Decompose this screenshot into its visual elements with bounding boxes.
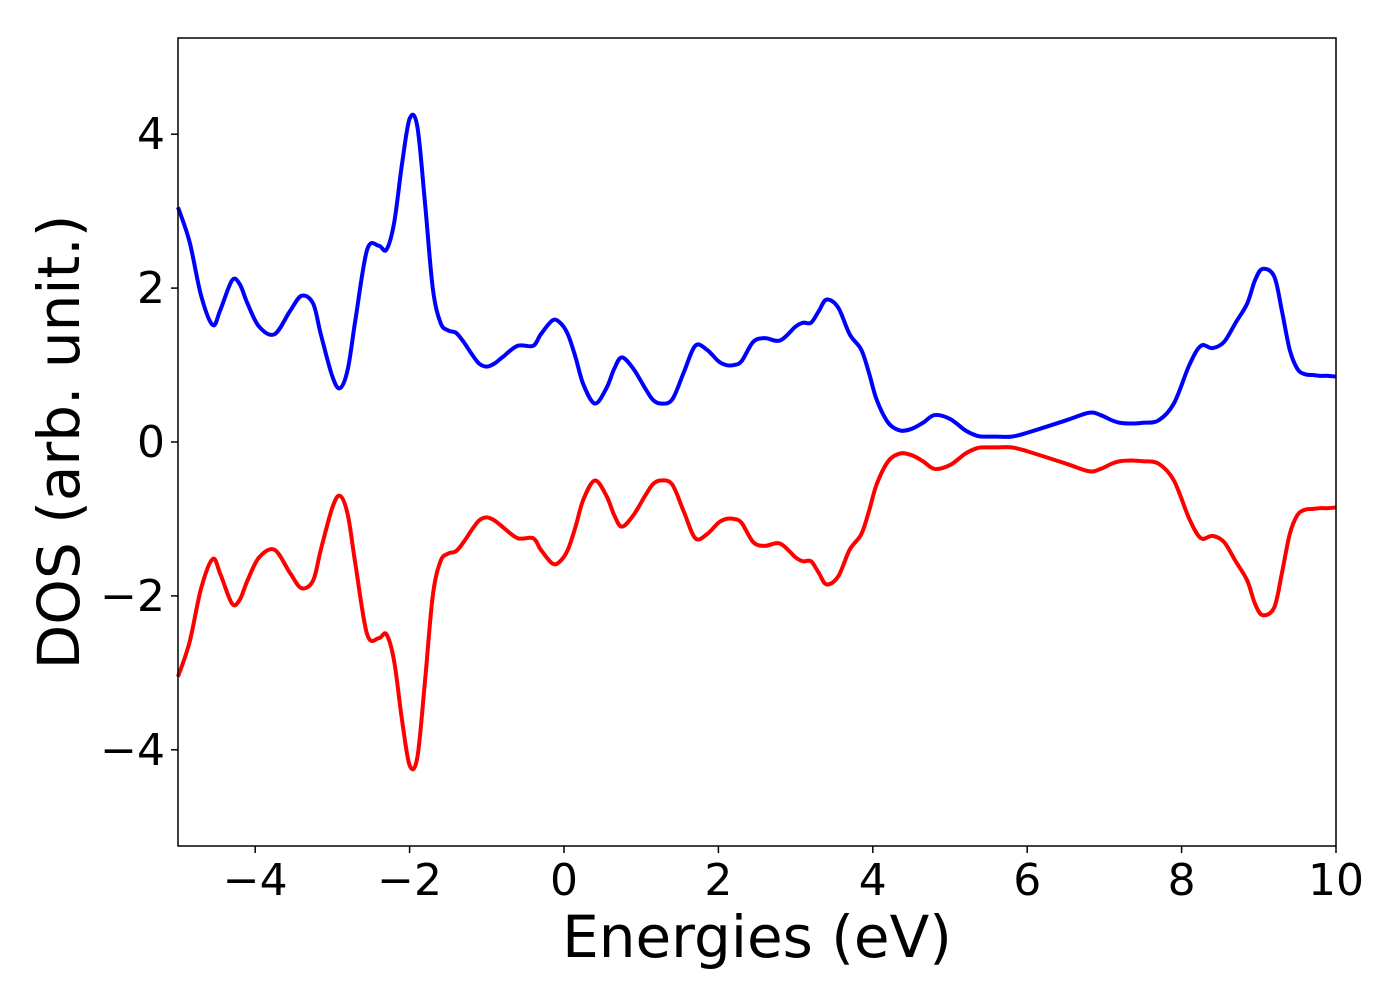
series-layer	[176, 112, 1337, 772]
dos-line-spin-down	[176, 445, 1337, 772]
y-tick-label: −4	[100, 725, 165, 776]
x-axis-label: Energies (eV)	[562, 903, 952, 971]
x-tick-label: 8	[1168, 855, 1196, 906]
x-tick-label: 2	[704, 855, 732, 906]
x-tick-label: 10	[1308, 855, 1364, 906]
y-axis-label: DOS (arb. unit.)	[25, 215, 93, 670]
y-tick-label: 4	[137, 109, 165, 160]
plot-frame	[177, 37, 1337, 847]
x-tick-label: −4	[223, 855, 288, 906]
x-tick-label: 6	[1013, 855, 1041, 906]
x-tick-label: −2	[377, 855, 442, 906]
y-axis-ticks: −4 −2 0 2 4	[100, 109, 178, 776]
y-tick-label: −2	[100, 571, 165, 622]
x-axis-ticks: −4 −2 0 2 4 6 8 10	[223, 846, 1364, 906]
x-tick-label: 4	[859, 855, 887, 906]
y-tick-label: 2	[137, 263, 165, 314]
dos-line-spin-up	[176, 112, 1337, 439]
y-tick-label: 0	[137, 417, 165, 468]
x-tick-label: 0	[550, 855, 578, 906]
